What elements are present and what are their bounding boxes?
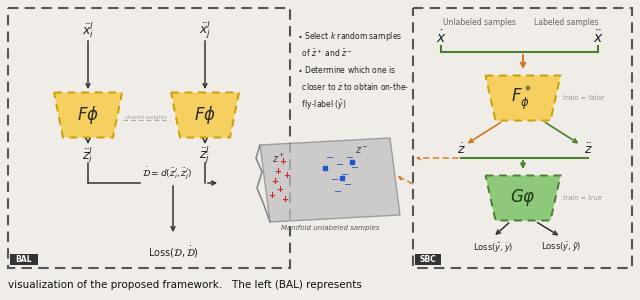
Text: $\dot{z}$: $\dot{z}$ (456, 143, 465, 157)
Text: +: + (269, 190, 275, 200)
Polygon shape (54, 92, 122, 137)
Text: $\ddot{x}_i^l$: $\ddot{x}_i^l$ (82, 20, 94, 40)
Text: $\ddot{z}_j^l$: $\ddot{z}_j^l$ (200, 144, 211, 166)
Text: $\ddot{x}$: $\ddot{x}$ (593, 30, 604, 46)
Text: BAL: BAL (16, 256, 32, 265)
Polygon shape (486, 76, 561, 121)
Text: $\bullet$ Select $k$ random samples: $\bullet$ Select $k$ random samples (297, 30, 403, 43)
Text: +: + (276, 185, 284, 194)
Text: Manifold unlabeled samples: Manifold unlabeled samples (281, 225, 379, 231)
Text: +: + (271, 178, 278, 187)
Text: $F\phi$: $F\phi$ (77, 104, 99, 126)
FancyBboxPatch shape (415, 254, 441, 265)
Text: −: − (344, 180, 352, 190)
Text: $z^-$: $z^-$ (355, 145, 369, 156)
Text: $\ddot{z}$: $\ddot{z}$ (584, 143, 593, 157)
Text: $\mathrm{Loss}(\hat{y},\dot{y})$: $\mathrm{Loss}(\hat{y},\dot{y})$ (473, 240, 513, 254)
Text: $\mathrm{Loss}(\mathcal{D},\dot{\mathcal{D}})$: $\mathrm{Loss}(\mathcal{D},\dot{\mathcal… (148, 245, 198, 260)
Text: visualization of the proposed framework.   The left (BAL) represents: visualization of the proposed framework.… (8, 280, 362, 290)
Text: −: − (331, 175, 339, 185)
Text: train = true: train = true (563, 195, 602, 201)
Text: +: + (275, 167, 282, 176)
Text: Unlabeled samples: Unlabeled samples (443, 18, 516, 27)
Text: $F\phi$: $F\phi$ (194, 104, 216, 126)
Text: −: − (346, 153, 354, 163)
Polygon shape (171, 92, 239, 137)
Text: −: − (334, 187, 342, 197)
Text: $F_\phi^*$: $F_\phi^*$ (511, 84, 531, 112)
Text: −: − (341, 170, 349, 180)
Text: −: − (351, 163, 359, 173)
Text: +: + (280, 158, 287, 166)
Text: −: − (336, 160, 344, 170)
Text: $\mathrm{Loss}(\ddot{y},\tilde{y})$: $\mathrm{Loss}(\ddot{y},\tilde{y})$ (541, 240, 581, 254)
Text: $z^+$: $z^+$ (272, 152, 286, 165)
Text: SBC: SBC (420, 256, 436, 265)
Polygon shape (260, 138, 400, 222)
Bar (8, 8, 290, 268)
Text: Labeled samples: Labeled samples (534, 18, 598, 27)
Bar (413, 8, 632, 268)
Text: +: + (282, 196, 289, 205)
Text: $\ddot{z}_i^l$: $\ddot{z}_i^l$ (83, 145, 93, 165)
Text: $\dot{\mathcal{D}}{=}d(\ddot{z}_i^l,\ddot{z}_j^l)$: $\dot{\mathcal{D}}{=}d(\ddot{z}_i^l,\ddo… (142, 166, 193, 182)
FancyBboxPatch shape (10, 254, 38, 265)
Text: of $\ddot{z}^+$ and $\ddot{z}^-$: of $\ddot{z}^+$ and $\ddot{z}^-$ (297, 47, 353, 59)
Text: closer to $\dot{z}$ to obtain on-the-: closer to $\dot{z}$ to obtain on-the- (297, 81, 410, 93)
Text: shared weights: shared weights (125, 115, 167, 119)
Polygon shape (486, 176, 561, 220)
Text: +: + (284, 170, 291, 179)
Text: $G\varphi$: $G\varphi$ (510, 188, 536, 208)
Text: $\dot{x}$: $\dot{x}$ (436, 30, 446, 46)
Text: −: − (326, 153, 334, 163)
Text: train = false: train = false (563, 95, 604, 101)
Text: fly-label ($\hat{y}$): fly-label ($\hat{y}$) (297, 98, 347, 112)
Text: $\bullet$ Determine which one is: $\bullet$ Determine which one is (297, 64, 396, 75)
Text: $\ddot{x}_j^l$: $\ddot{x}_j^l$ (199, 19, 211, 41)
